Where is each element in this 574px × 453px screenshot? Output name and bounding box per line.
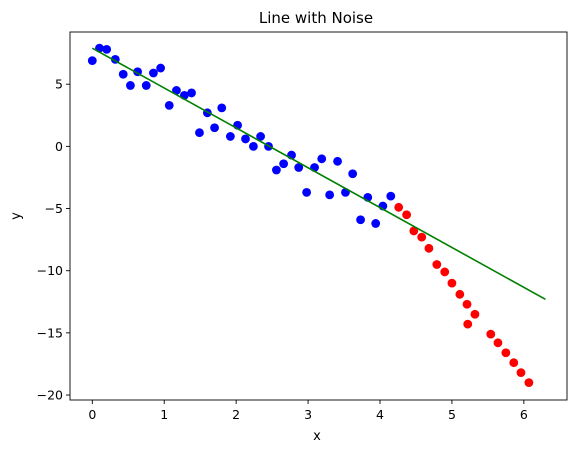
x-tick-label: 1 xyxy=(160,407,168,422)
data-point xyxy=(448,279,457,288)
data-point xyxy=(402,210,411,219)
data-point xyxy=(317,154,326,163)
data-point xyxy=(187,89,196,98)
y-axis-label: y xyxy=(9,212,24,220)
y-tick-label: 5 xyxy=(55,77,63,92)
data-point xyxy=(325,190,334,199)
data-point xyxy=(302,188,311,197)
data-point xyxy=(463,300,472,309)
data-point xyxy=(517,368,526,377)
x-tick-label: 3 xyxy=(304,407,312,422)
x-tick-label: 4 xyxy=(376,407,384,422)
data-point xyxy=(394,203,403,212)
data-point xyxy=(471,310,480,319)
y-tick-label: 0 xyxy=(55,139,63,154)
x-tick-label: 0 xyxy=(88,407,96,422)
data-point xyxy=(165,101,174,110)
data-point xyxy=(226,132,235,141)
data-point xyxy=(486,330,495,339)
data-point xyxy=(126,81,135,90)
x-axis-label: x xyxy=(313,429,321,444)
data-point xyxy=(348,169,357,178)
data-point xyxy=(241,135,250,144)
data-point xyxy=(432,260,441,269)
data-point xyxy=(142,81,151,90)
data-point xyxy=(333,157,342,166)
data-point xyxy=(494,338,503,347)
data-point xyxy=(463,320,472,329)
data-point xyxy=(440,268,449,277)
y-tick-label: −20 xyxy=(37,388,63,403)
data-point xyxy=(88,56,97,65)
y-tick-label: −5 xyxy=(45,201,63,216)
data-point xyxy=(425,244,434,253)
data-point xyxy=(249,142,258,151)
data-point xyxy=(195,128,204,137)
data-point xyxy=(272,166,281,175)
data-point xyxy=(217,103,226,112)
data-point xyxy=(509,358,518,367)
data-point xyxy=(386,192,395,201)
data-point xyxy=(371,219,380,228)
y-tick-label: −15 xyxy=(37,325,63,340)
data-point xyxy=(119,70,128,79)
data-point xyxy=(102,45,111,54)
data-point xyxy=(455,290,464,299)
data-point xyxy=(279,159,288,168)
data-point xyxy=(156,64,165,73)
x-tick-label: 5 xyxy=(448,407,456,422)
data-point xyxy=(417,233,426,242)
x-tick-label: 2 xyxy=(232,407,240,422)
chart-title: Line with Noise xyxy=(259,9,373,27)
data-point xyxy=(356,215,365,224)
data-point xyxy=(149,69,158,78)
x-tick-label: 6 xyxy=(520,407,528,422)
y-tick-label: −10 xyxy=(37,263,63,278)
data-point xyxy=(210,123,219,132)
data-point xyxy=(501,348,510,357)
data-point xyxy=(524,378,533,387)
